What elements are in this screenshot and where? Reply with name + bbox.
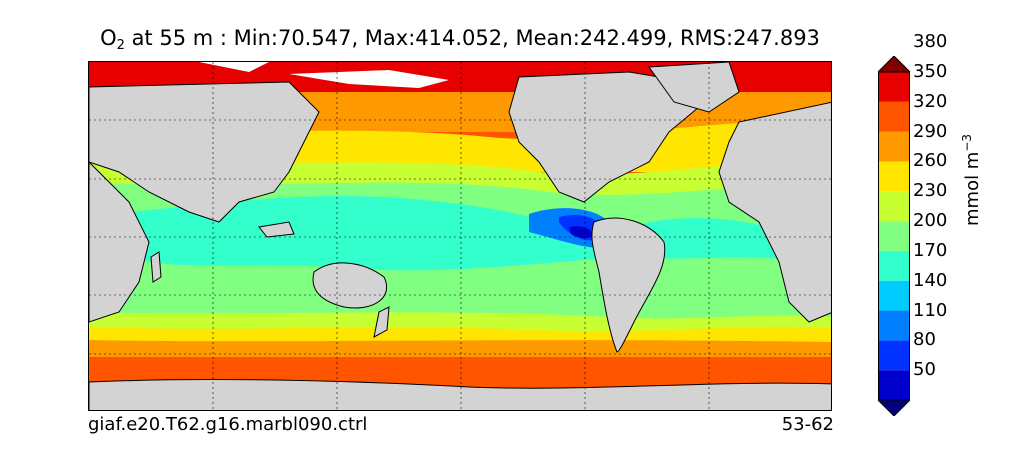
colorbar-segment (878, 72, 910, 102)
colorbar-segment (878, 161, 910, 192)
colorbar-segment (878, 131, 910, 162)
eurasia-africa-left (89, 81, 320, 223)
colorbar-segment (878, 370, 910, 400)
africa-europe-right (718, 101, 831, 323)
colorbar-segment (878, 310, 910, 341)
colorbar-tick-label: 50 (913, 359, 936, 381)
map-panel (88, 61, 832, 411)
antarctica (89, 379, 831, 410)
colorbar-tick-label: 380 (913, 31, 948, 53)
colorbar-segment (878, 340, 910, 371)
colorbar-segment (878, 250, 910, 281)
australia (312, 262, 387, 309)
colorbar-frame (878, 71, 910, 401)
colorbar-unit: mmol m−3 (960, 133, 983, 226)
colorbar-tick-label: 200 (913, 210, 948, 232)
colorbar-tick-label: 320 (913, 90, 948, 112)
land-masses (89, 62, 831, 410)
greenland (648, 62, 740, 113)
south-america (591, 217, 666, 353)
ocean-oxygen-map (89, 62, 831, 410)
south-band-orange (89, 340, 831, 362)
colorbar-tick-label: 350 (913, 61, 948, 82)
colorbar-tick-label: 290 (913, 120, 948, 142)
colorbar-tick-label: 170 (913, 239, 948, 261)
colorbar-extend-min (878, 399, 910, 416)
colorbar-tick-label: 230 (913, 180, 948, 202)
new-zealand (373, 306, 390, 338)
map-title: O2 at 55 m : Min:70.547, Max:414.052, Me… (100, 26, 820, 53)
madagascar (150, 251, 162, 283)
colorbar-segment (878, 191, 910, 222)
sea-ice-north (199, 62, 269, 72)
colorbar-tick-label: 260 (913, 150, 948, 172)
colorbar-segment (878, 101, 910, 132)
case-name-label: giaf.e20.T62.g16.marbl090.ctrl (88, 414, 368, 435)
sea-ice (199, 62, 449, 88)
colorbar-extend-max (878, 56, 910, 73)
africa-east (89, 161, 150, 323)
omz-core (569, 226, 593, 239)
colorbar-segment (878, 280, 910, 311)
colorbar-tick-label: 80 (913, 329, 936, 351)
sea-ice-arctic (289, 70, 449, 88)
colorbar (878, 56, 910, 416)
colorbar-tick-label: 140 (913, 269, 948, 291)
colorbar-segment (878, 221, 910, 251)
colorbar-tick-label: 110 (913, 299, 948, 321)
graticule (89, 62, 831, 410)
years-label: 53-62 (781, 414, 834, 435)
indonesia-islands (258, 221, 295, 238)
